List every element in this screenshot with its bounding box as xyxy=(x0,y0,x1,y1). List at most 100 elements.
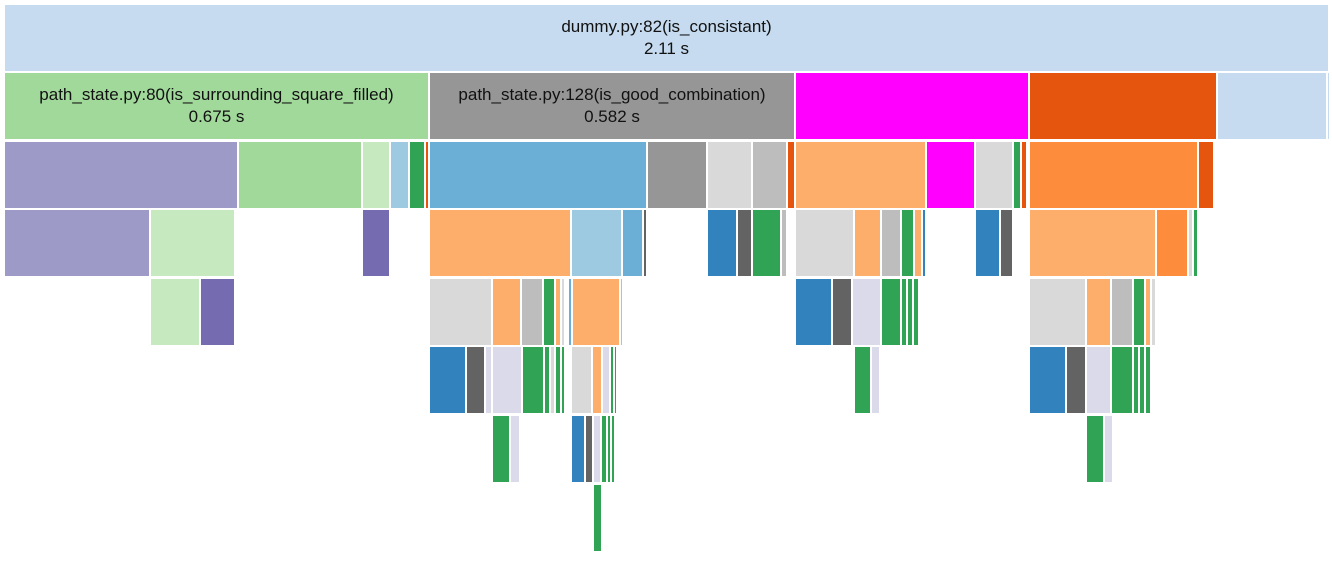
frame-block[interactable] xyxy=(429,209,571,277)
frame-block[interactable] xyxy=(854,346,871,414)
frame-block[interactable] xyxy=(1193,209,1198,277)
frame-block[interactable] xyxy=(238,141,362,209)
frame-block[interactable] xyxy=(787,141,795,209)
frame-block[interactable] xyxy=(485,346,492,414)
frame-block[interactable] xyxy=(614,346,617,414)
frame-block[interactable] xyxy=(1029,209,1156,277)
frame-block[interactable] xyxy=(150,209,235,277)
frame-block[interactable] xyxy=(871,346,880,414)
frame-block[interactable] xyxy=(901,209,914,277)
frame-block[interactable] xyxy=(1156,209,1188,277)
callee-block[interactable] xyxy=(795,72,1029,140)
frame-block[interactable] xyxy=(492,415,510,483)
frame-block[interactable] xyxy=(922,209,926,277)
frame-block[interactable] xyxy=(1198,141,1214,209)
frame-block[interactable] xyxy=(643,209,647,277)
frame-block[interactable] xyxy=(975,209,1000,277)
frame-block[interactable] xyxy=(1151,278,1156,346)
frame-block[interactable] xyxy=(1188,209,1193,277)
frame-block[interactable] xyxy=(593,484,602,552)
frame-block[interactable] xyxy=(1133,278,1145,346)
frame-block[interactable] xyxy=(881,209,901,277)
frame-block[interactable] xyxy=(561,278,565,346)
frame-block[interactable] xyxy=(611,415,615,483)
frame-block[interactable] xyxy=(571,209,622,277)
callee-block[interactable] xyxy=(1327,72,1330,140)
frame-block[interactable] xyxy=(1104,415,1113,483)
frame-block[interactable] xyxy=(429,346,466,414)
frame-block[interactable] xyxy=(832,278,852,346)
root-block[interactable]: dummy.py:82(is_consistant) 2.11 s xyxy=(4,4,1329,72)
frame-block[interactable] xyxy=(1145,346,1151,414)
frame-block[interactable] xyxy=(1029,141,1198,209)
frame-block[interactable] xyxy=(362,209,390,277)
frame-block[interactable] xyxy=(390,141,409,209)
frame-block[interactable] xyxy=(752,141,787,209)
frame-block[interactable] xyxy=(914,209,922,277)
frame-block[interactable] xyxy=(4,209,150,277)
frame-block[interactable] xyxy=(881,278,901,346)
frame-block[interactable] xyxy=(200,278,235,346)
frame-block[interactable] xyxy=(1086,415,1104,483)
frame-block[interactable] xyxy=(913,278,919,346)
frame-block[interactable] xyxy=(602,346,610,414)
frame-block[interactable] xyxy=(593,415,601,483)
frame-block[interactable] xyxy=(1133,346,1139,414)
frame-block[interactable] xyxy=(522,346,544,414)
frame-block[interactable] xyxy=(492,346,522,414)
frame-block[interactable] xyxy=(1086,278,1111,346)
frame-block[interactable] xyxy=(571,346,592,414)
frame-block[interactable] xyxy=(707,141,752,209)
frame-block[interactable] xyxy=(150,278,200,346)
frame-block[interactable] xyxy=(601,415,607,483)
frame-block[interactable] xyxy=(429,278,492,346)
callee-block[interactable] xyxy=(1029,72,1217,140)
frame-block[interactable] xyxy=(466,346,485,414)
frame-block[interactable] xyxy=(1000,209,1013,277)
frame-block[interactable] xyxy=(362,141,390,209)
frame-block[interactable] xyxy=(795,209,854,277)
frame-block[interactable] xyxy=(795,278,832,346)
frame-block[interactable] xyxy=(752,209,781,277)
frame-block[interactable] xyxy=(592,346,602,414)
frame-block[interactable] xyxy=(409,141,425,209)
frame-block[interactable] xyxy=(795,141,926,209)
frame-block[interactable] xyxy=(1013,141,1021,209)
frame-block[interactable] xyxy=(492,278,521,346)
frame-block[interactable] xyxy=(544,346,550,414)
frame-block[interactable] xyxy=(1111,346,1133,414)
frame-block[interactable] xyxy=(550,346,555,414)
frame-block[interactable] xyxy=(1066,346,1086,414)
frame-block[interactable] xyxy=(543,278,555,346)
frame-block[interactable] xyxy=(561,346,565,414)
frame-block[interactable] xyxy=(555,346,561,414)
callee-block[interactable]: path_state.py:128(is_good_combination) 0.… xyxy=(429,72,795,140)
frame-block[interactable] xyxy=(1145,278,1151,346)
frame-block[interactable] xyxy=(429,141,647,209)
frame-block[interactable] xyxy=(622,209,643,277)
frame-block[interactable] xyxy=(571,415,585,483)
frame-block[interactable] xyxy=(425,141,429,209)
frame-block[interactable] xyxy=(852,278,881,346)
frame-block[interactable] xyxy=(1021,141,1027,209)
frame-block[interactable] xyxy=(620,278,623,346)
frame-block[interactable] xyxy=(568,278,572,346)
frame-block[interactable] xyxy=(907,278,913,346)
frame-block[interactable] xyxy=(521,278,543,346)
frame-block[interactable] xyxy=(610,346,614,414)
frame-block[interactable] xyxy=(4,141,238,209)
frame-block[interactable] xyxy=(1111,278,1133,346)
frame-block[interactable] xyxy=(1029,278,1086,346)
callee-block[interactable] xyxy=(1217,72,1327,140)
frame-block[interactable] xyxy=(854,209,881,277)
frame-block[interactable] xyxy=(585,415,593,483)
frame-block[interactable] xyxy=(1086,346,1111,414)
frame-block[interactable] xyxy=(555,278,561,346)
frame-block[interactable] xyxy=(647,141,707,209)
callee-block[interactable]: path_state.py:80(is_surrounding_square_f… xyxy=(4,72,429,140)
frame-block[interactable] xyxy=(781,209,787,277)
frame-block[interactable] xyxy=(975,141,1013,209)
frame-block[interactable] xyxy=(510,415,520,483)
frame-block[interactable] xyxy=(737,209,752,277)
frame-block[interactable] xyxy=(707,209,737,277)
